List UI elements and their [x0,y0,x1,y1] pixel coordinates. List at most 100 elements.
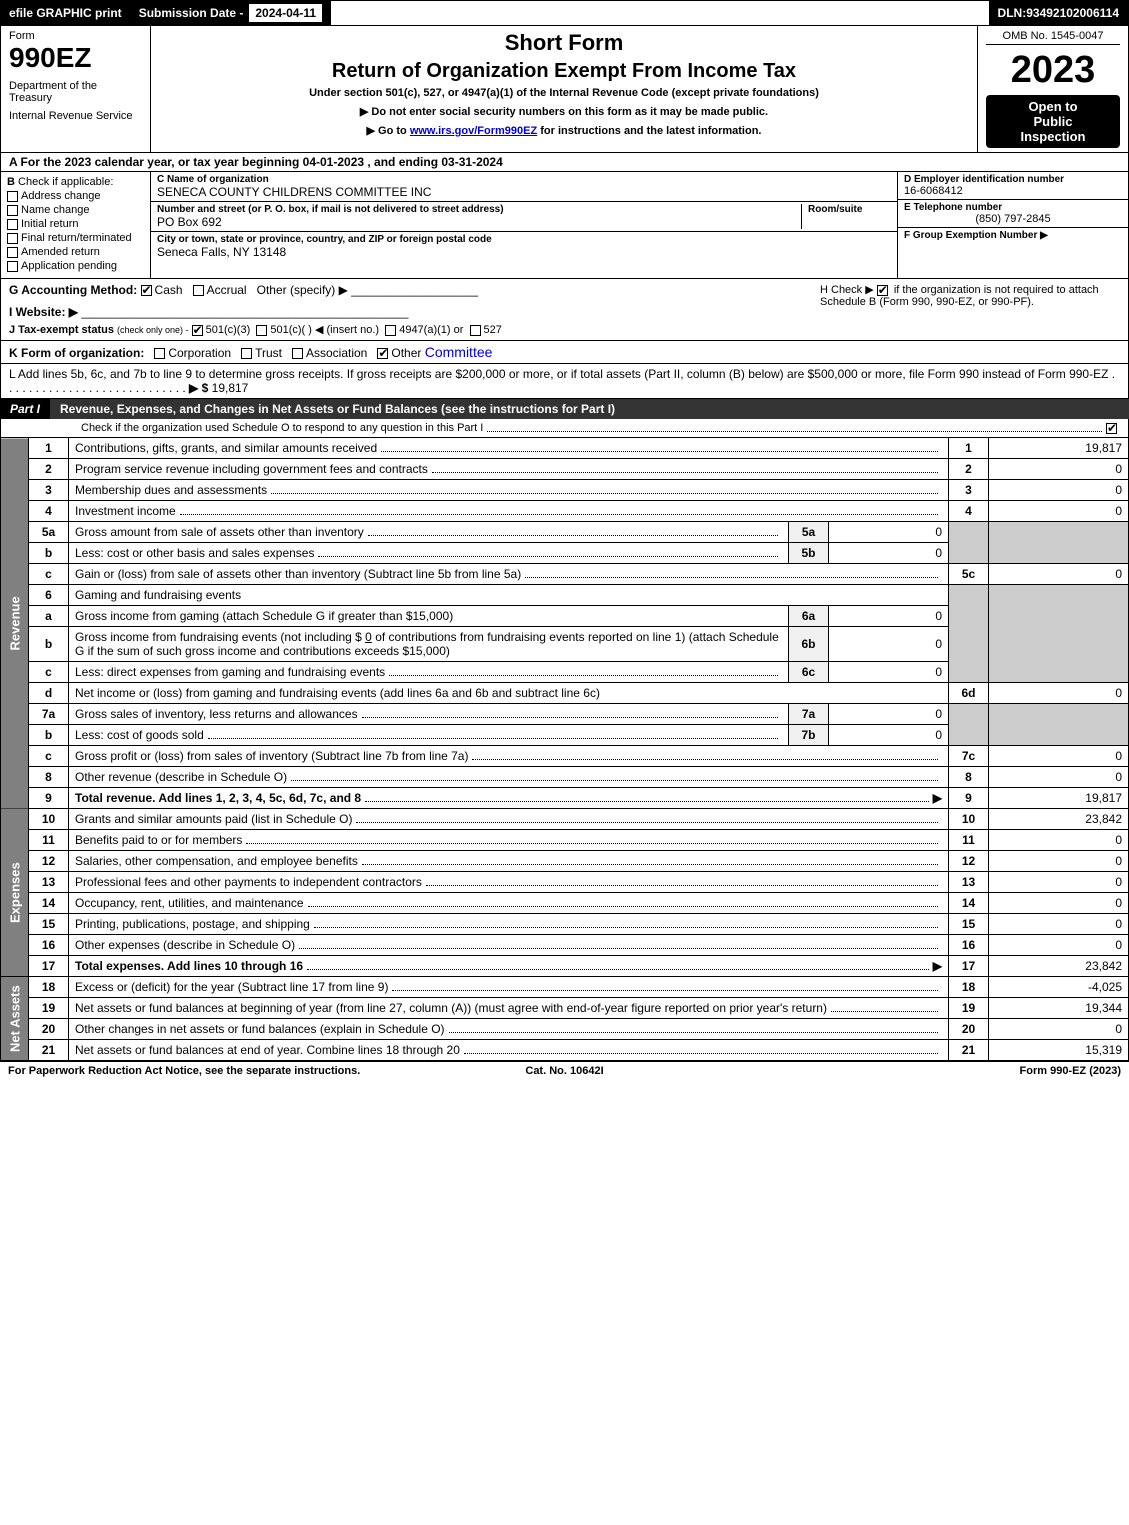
l-text: L Add lines 5b, 6c, and 7b to line 9 to … [9,367,1108,381]
part-i-header: Part I Revenue, Expenses, and Changes in… [0,399,1129,419]
line-amount: 0 [989,501,1129,522]
line-ref: 19 [949,998,989,1019]
submission-date: Submission Date - 2024-04-11 [131,1,331,25]
sub-value: 0 [829,606,949,627]
line-ref: 6d [949,683,989,704]
irs-link[interactable]: www.irs.gov/Form990EZ [410,125,537,137]
checkbox-assoc[interactable] [292,348,303,359]
checkbox-other-org[interactable] [377,348,388,359]
line-amount: 0 [989,914,1129,935]
checkbox-4947[interactable] [385,325,396,336]
row-g-h: G Accounting Method: Cash Accrual Other … [0,279,1129,341]
footer-left: For Paperwork Reduction Act Notice, see … [8,1065,525,1077]
checkbox-accrual[interactable] [193,285,204,296]
line-desc: Grants and similar amounts paid (list in… [75,812,352,826]
instr2-post: for instructions and the latest informat… [540,125,761,137]
street-label: Number and street (or P. O. box, if mail… [157,204,801,215]
checkbox-cash[interactable] [141,285,152,296]
l-amount: 19,817 [212,381,249,395]
shaded-cell [989,522,1129,564]
form-label: Form [9,30,142,42]
line-desc: Gross sales of inventory, less returns a… [75,707,358,721]
shaded-cell [989,704,1129,746]
line-num: 12 [29,851,69,872]
part-i-title: Revenue, Expenses, and Changes in Net As… [50,399,1129,419]
checkbox-schedule-b[interactable] [877,285,888,296]
section-c: C Name of organization SENECA COUNTY CHI… [151,172,898,278]
line-2: 2 Program service revenue including gove… [1,459,1129,480]
line-amount: 19,817 [989,438,1129,459]
line-num: 10 [29,809,69,830]
checkbox-501c3[interactable] [192,325,203,336]
line-19: 19 Net assets or fund balances at beginn… [1,998,1129,1019]
line-amount: 0 [989,746,1129,767]
sub-label: 5a [789,522,829,543]
line-3: 3 Membership dues and assessments 3 0 [1,480,1129,501]
checkbox-501c[interactable] [256,325,267,336]
row-k: K Form of organization: Corporation Trus… [0,341,1129,364]
cb-label: Address change [21,190,101,202]
line-num: 9 [29,788,69,809]
sub-value: 0 [829,543,949,564]
info-grid: B Check if applicable: Address change Na… [0,172,1129,279]
main-title: Return of Organization Exempt From Incom… [161,60,967,83]
line-num: 7a [29,704,69,725]
l-arrow: ▶ $ [189,381,208,395]
section-a-tax-year: A For the 2023 calendar year, or tax yea… [0,153,1129,172]
4947-label: 4947(a)(1) or [399,324,463,336]
cb-label: Amended return [21,246,100,258]
section-b-label: B [7,176,15,188]
line-num: 6 [29,585,69,606]
line-desc: Program service revenue including govern… [75,462,428,476]
header-right: OMB No. 1545-0047 2023 Open to Public In… [978,26,1128,152]
sub-label: 6a [789,606,829,627]
line-desc: Net assets or fund balances at end of ye… [75,1043,460,1057]
line-amount: 0 [989,767,1129,788]
assoc-label: Association [306,346,367,360]
sub-label: 6b [789,627,829,662]
cb-label: Initial return [21,218,78,230]
checkbox-initial-return[interactable]: Initial return [7,218,144,230]
line-ref: 12 [949,851,989,872]
checkbox-corp[interactable] [154,348,165,359]
line-amount: 0 [989,935,1129,956]
i-label: I Website: ▶ [9,305,78,319]
efile-label[interactable]: efile GRAPHIC print [1,1,131,25]
line-desc: Less: cost of goods sold [75,728,204,742]
checkbox-527[interactable] [470,325,481,336]
checkbox-final-return[interactable]: Final return/terminated [7,232,144,244]
dept-irs: Internal Revenue Service [9,110,142,122]
line-desc: Gross income from fundraising events (no… [69,627,789,662]
checkbox-trust[interactable] [241,348,252,359]
checkbox-amended-return[interactable]: Amended return [7,246,144,258]
sub-value: 0 [829,725,949,746]
line-amount: 0 [989,564,1129,585]
inspection-line3: Inspection [990,129,1116,144]
line-desc: Total revenue. Add lines 1, 2, 3, 4, 5c,… [75,791,361,805]
part-i-subtitle: Check if the organization used Schedule … [0,419,1129,438]
line-amount: 0 [989,851,1129,872]
footer-center: Cat. No. 10642I [525,1065,603,1077]
501c3-label: 501(c)(3) [206,324,251,336]
checkbox-address-change[interactable]: Address change [7,190,144,202]
line-num: 3 [29,480,69,501]
line-7c: c Gross profit or (loss) from sales of i… [1,746,1129,767]
line-desc: Membership dues and assessments [75,483,267,497]
inspection-line1: Open to [990,99,1116,114]
sub-value: 0 [829,704,949,725]
phone-label: E Telephone number [904,202,1122,213]
checkbox-schedule-o[interactable] [1106,423,1117,434]
line-20: 20 Other changes in net assets or fund b… [1,1019,1129,1040]
section-def: D Employer identification number 16-6068… [898,172,1128,278]
checkbox-name-change[interactable]: Name change [7,204,144,216]
line-desc: Investment income [75,504,176,518]
line-num: 18 [29,977,69,998]
shaded-cell [949,585,989,683]
header-center: Short Form Return of Organization Exempt… [151,26,978,152]
line-13: 13 Professional fees and other payments … [1,872,1129,893]
line-num: 21 [29,1040,69,1061]
j-note: (check only one) - [117,325,189,335]
h-text: H Check ▶ [820,284,874,296]
checkbox-application-pending[interactable]: Application pending [7,260,144,272]
city-label: City or town, state or province, country… [157,234,891,245]
